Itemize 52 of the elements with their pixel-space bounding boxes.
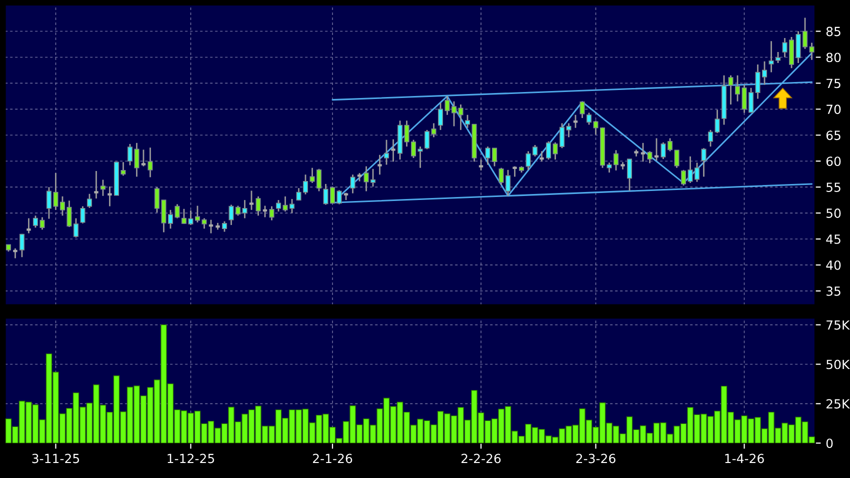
candlestick <box>384 139 390 166</box>
y-tick-label: 75 <box>826 78 840 88</box>
candlestick <box>566 122 572 138</box>
candlestick <box>256 196 261 216</box>
candlestick <box>222 220 227 232</box>
candlestick <box>26 218 32 234</box>
candlestick <box>538 150 545 162</box>
candlestick <box>674 150 680 169</box>
candlestick <box>350 174 356 194</box>
y-tick-label: 50 <box>826 208 841 218</box>
candlestick <box>100 179 106 197</box>
y-tick-label: 0 <box>826 438 833 448</box>
candlestick <box>627 158 632 192</box>
candlestick <box>106 186 113 207</box>
candlestick <box>580 100 585 119</box>
candlestick <box>12 248 18 259</box>
candlestick <box>376 154 383 176</box>
candlestick <box>269 206 274 222</box>
x-tick-label: 2-2-26 <box>462 454 501 464</box>
x-tick-label: 3-11-25 <box>32 454 80 464</box>
candlestick <box>80 206 86 224</box>
candlestick <box>148 146 153 178</box>
candlestick <box>647 150 652 164</box>
candlestick <box>93 170 100 200</box>
y-tick-label: 80 <box>826 52 841 62</box>
x-tick-label: 2-3-26 <box>576 454 616 464</box>
candlestick <box>708 129 714 148</box>
x-tick-label: 2-1-26 <box>312 454 352 464</box>
y-tick-label: 50K <box>826 360 850 370</box>
y-tick-label: 65 <box>826 130 840 140</box>
y-tick-label: 35 <box>826 286 840 296</box>
y-tick-label: 25K <box>826 399 850 409</box>
candlestick <box>681 169 686 186</box>
x-tick-label: 1-12-25 <box>168 454 214 464</box>
y-tick-label: 45 <box>826 234 840 244</box>
y-tick-label: 75K <box>826 320 850 330</box>
candlestick <box>390 138 396 162</box>
y-tick-label: 55 <box>826 182 840 192</box>
candlestick <box>809 42 814 61</box>
candlestick <box>73 218 78 238</box>
candlestick <box>728 74 734 106</box>
x-tick-label: 1-4-26 <box>725 454 764 464</box>
y-tick-label: 60 <box>826 156 841 166</box>
candlestick <box>19 233 24 258</box>
candlestick <box>86 193 92 209</box>
candlestick <box>701 147 706 178</box>
candlestick <box>735 74 740 102</box>
y-tick-label: 85 <box>826 26 840 36</box>
candlestick <box>228 204 234 226</box>
candlestick <box>586 112 592 126</box>
y-tick-label: 40 <box>826 260 841 270</box>
y-tick-label: 70 <box>826 104 841 114</box>
